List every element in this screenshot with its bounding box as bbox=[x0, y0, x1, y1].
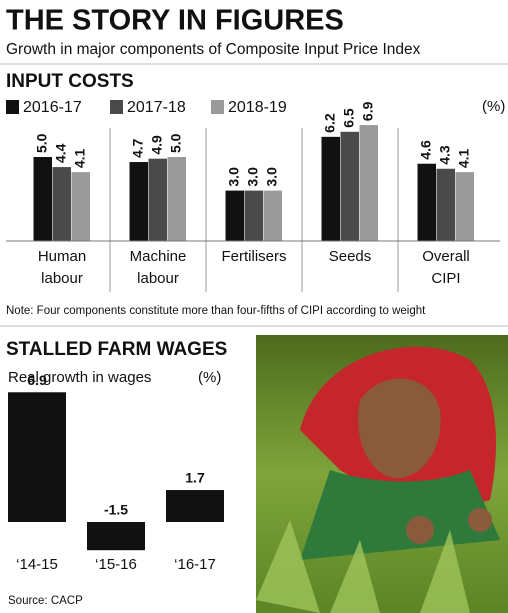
legend-swatch bbox=[211, 100, 224, 114]
x-tick-label: ‘15-16 bbox=[95, 556, 137, 573]
unit: (%) bbox=[482, 98, 505, 115]
x-tick-label: Fertilisers bbox=[221, 248, 287, 265]
bar bbox=[33, 157, 52, 241]
bar bbox=[321, 136, 340, 241]
bar bbox=[52, 167, 71, 241]
value-label: 4.7 bbox=[129, 138, 145, 158]
value-label: 4.9 bbox=[148, 135, 164, 155]
x-tick-label: Human labour bbox=[37, 248, 87, 287]
bar bbox=[167, 157, 186, 241]
value-label: 5.0 bbox=[33, 133, 49, 153]
subtitle: Real growth in wages bbox=[8, 369, 151, 386]
value-label: 4.6 bbox=[417, 140, 433, 160]
x-tick-label: Overall CIPI bbox=[422, 248, 470, 287]
section-title: INPUT COSTS bbox=[6, 71, 134, 92]
value-label: 1.7 bbox=[185, 470, 205, 486]
value-label: 4.1 bbox=[71, 148, 87, 168]
legend-label: 2018-19 bbox=[228, 99, 287, 116]
value-label: 6.9 bbox=[359, 101, 375, 121]
section-title: STALLED FARM WAGES bbox=[6, 339, 227, 360]
unit: (%) bbox=[198, 369, 221, 386]
value-label: 4.3 bbox=[436, 145, 452, 165]
bar bbox=[8, 392, 66, 522]
value-label: 6.9 bbox=[27, 372, 47, 388]
value-label: 6.2 bbox=[321, 113, 337, 133]
bar bbox=[87, 522, 145, 551]
title: THE STORY IN FIGURES bbox=[6, 5, 344, 37]
legend-swatch bbox=[110, 100, 123, 114]
source: Source: CACP bbox=[8, 595, 83, 607]
bar bbox=[244, 190, 263, 241]
value-label: -1.5 bbox=[104, 502, 128, 518]
value-label: 4.4 bbox=[52, 143, 68, 163]
bar bbox=[340, 131, 359, 241]
value-label: 3.0 bbox=[244, 167, 260, 187]
note: Note: Four components constitute more th… bbox=[6, 305, 426, 317]
bar bbox=[417, 163, 436, 241]
bar bbox=[455, 172, 474, 241]
photo bbox=[256, 335, 508, 613]
x-tick-label: ‘14-15 bbox=[16, 556, 58, 573]
legend-label: 2016-17 bbox=[23, 99, 82, 116]
value-label: 4.1 bbox=[455, 148, 471, 168]
bar bbox=[71, 172, 90, 241]
value-label: 5.0 bbox=[167, 133, 183, 153]
bar bbox=[225, 190, 244, 241]
legend-swatch bbox=[6, 100, 19, 114]
bar bbox=[263, 190, 282, 241]
subtitle: Growth in major components of Composite … bbox=[6, 41, 421, 58]
value-label: 3.0 bbox=[263, 167, 279, 187]
bar bbox=[436, 168, 455, 241]
bar bbox=[148, 158, 167, 241]
value-label: 6.5 bbox=[340, 108, 356, 128]
legend-label: 2017-18 bbox=[127, 99, 186, 116]
value-label: 3.0 bbox=[225, 167, 241, 187]
bar bbox=[359, 125, 378, 241]
bar bbox=[129, 162, 148, 241]
x-tick-label: Seeds bbox=[328, 248, 372, 265]
x-tick-label: Machine labour bbox=[129, 248, 187, 287]
bar bbox=[166, 490, 224, 522]
x-tick-label: ‘16-17 bbox=[174, 556, 216, 573]
